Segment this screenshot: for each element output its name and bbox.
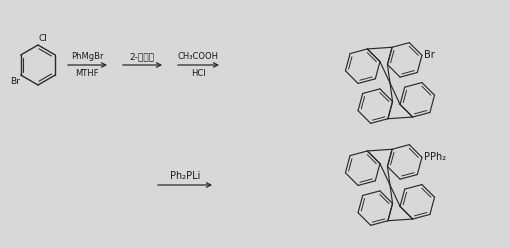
Text: CH₃COOH: CH₃COOH [177, 52, 218, 61]
Text: 2-溟茹酮: 2-溟茹酮 [129, 52, 154, 61]
Text: Br: Br [423, 50, 434, 60]
Text: MTHF: MTHF [75, 69, 99, 78]
Text: HCl: HCl [190, 69, 205, 78]
Text: PPh₂: PPh₂ [423, 152, 445, 162]
Text: Ph₂PLi: Ph₂PLi [169, 171, 200, 181]
Text: Cl: Cl [39, 34, 48, 43]
Text: Br: Br [10, 77, 20, 86]
Text: PhMgBr: PhMgBr [71, 52, 103, 61]
